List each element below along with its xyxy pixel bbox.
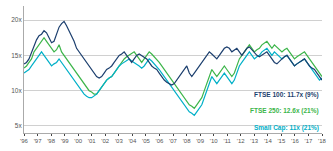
svg-text:'17: '17 bbox=[305, 138, 313, 144]
svg-text:'06: '06 bbox=[156, 138, 164, 144]
svg-text:'13: '13 bbox=[250, 138, 258, 144]
svg-text:'14: '14 bbox=[264, 138, 272, 144]
svg-text:'03: '03 bbox=[115, 138, 123, 144]
svg-text:'98: '98 bbox=[47, 138, 55, 144]
svg-text:'96: '96 bbox=[20, 138, 28, 144]
svg-text:'02: '02 bbox=[101, 138, 109, 144]
svg-text:'05: '05 bbox=[142, 138, 150, 144]
svg-text:'11: '11 bbox=[223, 138, 231, 144]
svg-text:'00: '00 bbox=[74, 138, 82, 144]
svg-text:20x: 20x bbox=[11, 16, 22, 23]
svg-text:'10: '10 bbox=[210, 138, 218, 144]
svg-text:10x: 10x bbox=[11, 87, 22, 94]
svg-text:5x: 5x bbox=[15, 122, 23, 129]
svg-text:'99: '99 bbox=[61, 138, 69, 144]
svg-text:'15: '15 bbox=[277, 138, 285, 144]
svg-text:'97: '97 bbox=[34, 138, 42, 144]
svg-text:FTSE 100: 11.7x (9%): FTSE 100: 11.7x (9%) bbox=[254, 91, 319, 99]
svg-text:'08: '08 bbox=[183, 138, 191, 144]
svg-text:'09: '09 bbox=[196, 138, 204, 144]
svg-text:'07: '07 bbox=[169, 138, 177, 144]
svg-text:Small Cap: 11x (21%): Small Cap: 11x (21%) bbox=[254, 124, 319, 132]
svg-text:'04: '04 bbox=[128, 138, 136, 144]
svg-text:'16: '16 bbox=[291, 138, 299, 144]
svg-text:FTSE 250: 12.6x (21%): FTSE 250: 12.6x (21%) bbox=[250, 107, 319, 115]
svg-text:15x: 15x bbox=[11, 52, 22, 59]
svg-text:'18: '18 bbox=[318, 138, 326, 144]
svg-text:'01: '01 bbox=[88, 138, 96, 144]
svg-text:'12: '12 bbox=[237, 138, 245, 144]
